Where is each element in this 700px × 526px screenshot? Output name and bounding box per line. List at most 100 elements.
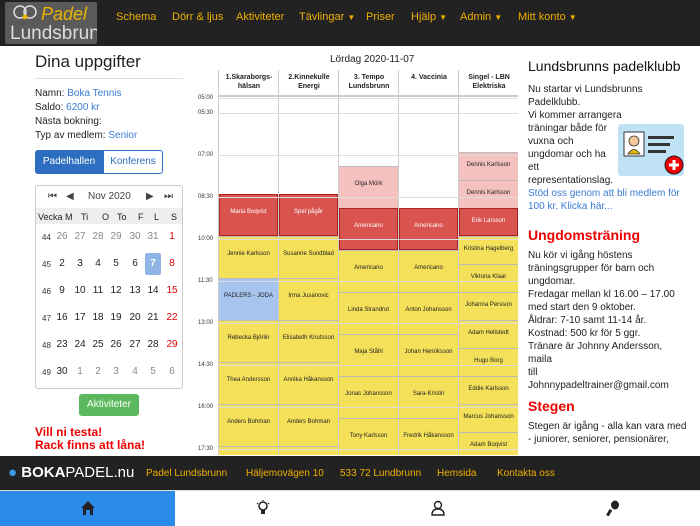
nav-competitions[interactable]: Tävlingar ▼ [299,11,355,23]
tab-konferens[interactable]: Konferens [103,150,163,174]
calendar-day[interactable]: 10 [74,285,86,296]
calendar-day[interactable]: 19 [110,312,122,323]
calendar-day[interactable]: 7 [145,253,161,275]
calendar-day[interactable]: 27 [74,231,86,242]
booking-slot[interactable]: Rebecka Björlin [219,320,278,362]
calendar-day[interactable]: 2 [95,366,101,377]
bokapadel-logo[interactable]: ● BOKAPADEL.nu [8,464,134,481]
booking-slot[interactable]: Anders Bohman [279,404,338,446]
calendar-day[interactable]: 4 [95,258,101,269]
booking-slot[interactable]: Hugo Borg [459,348,518,376]
booking-slot[interactable]: Dennis Karlsson [459,180,518,208]
calendar-day[interactable]: 29 [166,339,178,350]
last-year-icon[interactable]: ⏭ [164,191,173,202]
calendar-day[interactable]: 3 [113,366,119,377]
calendar-day[interactable]: 9 [59,285,65,296]
tab-account[interactable] [350,491,525,526]
booking-slot[interactable]: Eddie Karlsson [459,376,518,404]
booking-slot[interactable]: Johanna Persson [459,292,518,320]
calendar-day[interactable]: 31 [147,231,159,242]
booking-slot[interactable]: Anton Johansson [399,292,458,334]
booking-slot[interactable]: Anders Bohman [219,404,278,446]
booking-slot[interactable]: Thea Andersson [219,362,278,404]
tab-home[interactable] [0,491,175,526]
booking-slot[interactable]: Maja Ståhl [339,334,398,376]
footer-contact[interactable]: Kontakta oss [497,468,555,479]
calendar-day[interactable]: 14 [147,285,159,296]
first-year-icon[interactable]: ⏮ [48,191,57,202]
booking-slot[interactable]: Erik Larsson [459,208,518,236]
calendar-day[interactable]: 6 [132,258,138,269]
calendar-day[interactable]: 16 [56,312,68,323]
calendar-day[interactable]: 18 [92,312,104,323]
nav-my-account[interactable]: Mitt konto ▼ [518,11,577,23]
tab-racket[interactable] [525,491,700,526]
calendar-day[interactable]: 17 [74,312,86,323]
calendar-day[interactable]: 26 [110,339,122,350]
calendar-day[interactable]: 8 [169,258,175,269]
booking-slot[interactable]: Olga Mörk [339,166,398,208]
calendar-day[interactable]: 13 [129,285,141,296]
logo[interactable]: Padel Lundsbrunn [5,2,97,44]
booking-slot[interactable]: Linda Strandrot [339,292,398,334]
nav-door-light[interactable]: Dörr & ljus [172,11,224,23]
booking-slot[interactable]: Americano [399,250,458,292]
booking-slot[interactable] [219,446,278,455]
booking-slot[interactable]: Kristina Hagelberg [459,236,518,264]
calendar-day[interactable]: 23 [56,339,68,350]
booking-slot[interactable]: Dennis Karlsson [459,152,518,180]
calendar-day[interactable]: 1 [77,366,83,377]
calendar-day[interactable]: 6 [169,366,175,377]
calendar-day[interactable]: 28 [147,339,159,350]
calendar-day[interactable]: 25 [92,339,104,350]
calendar-day[interactable]: 24 [74,339,86,350]
prev-month-icon[interactable]: ◀ [66,191,74,202]
next-month-icon[interactable]: ▶ [146,191,154,202]
booking-slot[interactable]: PADLERS - JODA [219,278,278,320]
calendar-day[interactable]: 11 [92,285,104,296]
booking-slot[interactable]: Susanne Sundblad [279,236,338,278]
calendar-day[interactable]: 5 [113,258,119,269]
booking-slot[interactable]: Sara-Kristin [399,376,458,418]
calendar-day[interactable]: 21 [147,312,159,323]
booking-slot[interactable]: Elisabeth Knutsson [279,320,338,362]
booking-slot[interactable] [279,446,338,455]
footer-postal[interactable]: 533 72 Lundbrunn [340,468,422,479]
booking-slot[interactable]: Viktoria Klaar [459,264,518,292]
booking-slot[interactable]: Spel pågår [279,194,338,236]
footer-address[interactable]: Häljemovägen 10 [246,468,324,479]
booking-slot[interactable]: Fredrik Håkansson [399,418,458,455]
booking-slot[interactable]: Irma Jusanovic [279,278,338,320]
calendar-day[interactable]: 5 [150,366,156,377]
calendar-day[interactable]: 26 [56,231,68,242]
booking-slot[interactable]: Jonas Johansson [339,376,398,418]
footer-club-name[interactable]: Padel Lundsbrunn [146,468,228,479]
booking-slot[interactable]: Marcus Johansson [459,404,518,432]
booking-slot[interactable]: Tony Karlsson [339,418,398,455]
nav-help[interactable]: Hjälp ▼ [411,11,447,23]
tab-light[interactable] [175,491,350,526]
booking-slot[interactable]: Johan Henriksson [399,334,458,376]
booking-slot[interactable]: Adam Hellstedt [459,320,518,348]
nav-schema[interactable]: Schema [116,11,157,23]
calendar-day[interactable]: 20 [129,312,141,323]
calendar-day[interactable]: 30 [129,231,141,242]
calendar-day[interactable]: 1 [169,231,175,242]
club-membership-link[interactable]: Stöd oss genom att bli medlem för 100 kr.… [528,187,688,213]
calendar-day[interactable]: 2 [59,258,65,269]
calendar-day[interactable]: 15 [166,285,178,296]
tab-padelhallen[interactable]: Padelhallen [35,150,103,174]
calendar-day[interactable]: 3 [77,258,83,269]
calendar-day[interactable]: 27 [129,339,141,350]
booking-slot[interactable]: Adam Boqvist [459,432,518,455]
nav-prices[interactable]: Priser [366,11,395,23]
booking-slot[interactable]: Maria Boqvist [219,194,278,236]
calendar-day[interactable]: 4 [132,366,138,377]
calendar-day[interactable]: 12 [110,285,122,296]
footer-homepage[interactable]: Hemsida [437,468,477,479]
calendar-day[interactable]: 30 [56,366,68,377]
booking-slot[interactable]: Americano [399,208,458,250]
calendar-day[interactable]: 22 [166,312,178,323]
nav-activities[interactable]: Aktiviteter [236,11,285,23]
calendar-day[interactable]: 29 [110,231,122,242]
